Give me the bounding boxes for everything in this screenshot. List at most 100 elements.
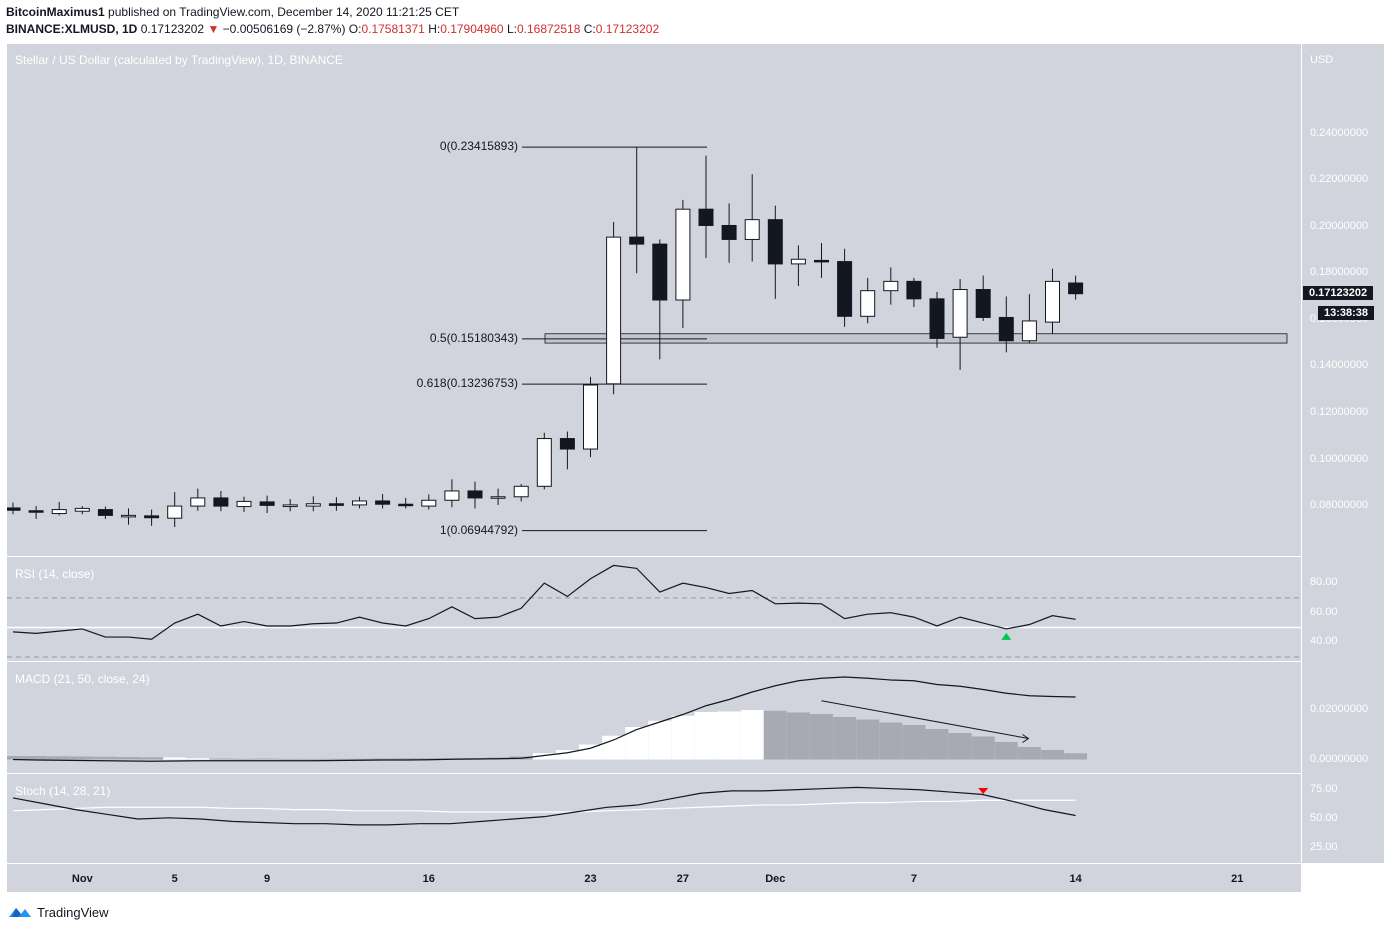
candle-up <box>167 505 183 519</box>
macd-histogram-bar <box>555 750 579 760</box>
fib-level-label: 0(0.23415893) <box>439 139 518 154</box>
macd-histogram-bar <box>717 711 741 760</box>
macd-histogram-bar <box>902 725 926 760</box>
macd-chart[interactable] <box>7 662 1301 773</box>
macd-line <box>12 676 1076 762</box>
price-tick-label: 0.24000000 <box>1310 126 1369 139</box>
stoch-pane[interactable]: Stoch (14, 28, 21) <box>7 774 1301 863</box>
macd-histogram-bar <box>602 735 626 760</box>
candle-down <box>559 438 575 450</box>
candle-up <box>305 503 321 507</box>
candle-up <box>1021 320 1037 342</box>
macd-histogram-bar <box>879 722 903 760</box>
stoch-tick-label: 50.00 <box>1310 812 1338 824</box>
candle-up <box>883 280 899 292</box>
macd-pane[interactable]: MACD (21, 50, close, 24) <box>7 662 1301 773</box>
macd-histogram-bar <box>648 720 672 760</box>
stoch-chart[interactable] <box>7 774 1301 863</box>
candle-up <box>536 438 552 487</box>
macd-histogram-bar <box>371 758 395 760</box>
macd-histogram-bar <box>925 729 949 760</box>
candle-down <box>1068 282 1084 295</box>
fib-level-label: 0.5(0.15180343) <box>429 330 518 345</box>
price-chart[interactable] <box>7 44 1301 556</box>
time-tick-label: 23 <box>584 873 597 885</box>
time-axis[interactable]: Nov 5 9 16 23 27 Dec 7 14 21 <box>7 864 1301 892</box>
price-axis[interactable]: USD 0.24000000 0.22000000 0.20000000 0.1800… <box>1301 44 1384 863</box>
macd-histogram-bar <box>186 758 210 760</box>
candle-down <box>975 289 991 318</box>
candle-up <box>790 258 806 265</box>
macd-histogram-bar <box>70 756 94 760</box>
low-label: L: <box>506 22 517 36</box>
candle-up <box>236 500 252 508</box>
rsi-title: RSI (14, close) <box>15 567 95 581</box>
macd-histogram-bar <box>140 757 164 760</box>
candle-up <box>744 219 760 240</box>
macd-histogram-bar <box>417 758 441 760</box>
candle-down <box>767 219 783 265</box>
time-tick-label: 7 <box>910 873 917 885</box>
price-tick-label: 0.20000000 <box>1310 219 1369 232</box>
candle-down <box>375 500 391 505</box>
time-tick-label: Dec <box>765 873 786 885</box>
macd-tick-label: 0.02000000 <box>1310 702 1369 715</box>
open-label: O: <box>348 22 362 36</box>
stoch-tick-label: 75.00 <box>1310 782 1338 795</box>
candle-down <box>698 208 714 226</box>
close-label: C: <box>583 22 596 36</box>
stoch-d-line <box>12 799 1076 813</box>
price-tick-label: 0.18000000 <box>1310 266 1369 279</box>
author-name[interactable]: BitcoinMaximus1 <box>6 5 105 19</box>
time-tick-label: 5 <box>171 873 178 885</box>
low-value: 0.16872518 <box>516 22 581 36</box>
symbol-name: BINANCE:XLMUSD, 1D <box>6 22 138 36</box>
macd-trend-arrow <box>821 700 1029 739</box>
open-value: 0.17581371 <box>361 22 425 36</box>
macd-histogram-bar <box>625 727 649 760</box>
macd-histogram-bar <box>1041 750 1064 760</box>
candle-down <box>97 509 113 516</box>
macd-histogram-bar <box>1064 753 1088 760</box>
macd-histogram-bar <box>117 757 140 760</box>
macd-histogram-bar <box>278 758 302 760</box>
price-tick-label: 0.22000000 <box>1310 173 1369 186</box>
last-price-badge: 0.17123202 <box>1303 285 1374 300</box>
rsi-chart[interactable] <box>7 557 1301 661</box>
footer-brand[interactable]: TradingView <box>8 902 109 922</box>
macd-histogram-bar <box>810 714 833 760</box>
chart-title: Stellar / US Dollar (calculated by Tradi… <box>15 53 343 67</box>
candle-up <box>952 289 968 338</box>
macd-histogram-bar <box>7 756 25 760</box>
macd-histogram-bar <box>579 744 602 760</box>
candle-up <box>51 509 67 515</box>
candle-up <box>583 384 598 450</box>
time-tick-label: Nov <box>71 873 93 885</box>
candle-down <box>929 298 945 339</box>
price-tick-label: 0.12000000 <box>1310 405 1369 418</box>
tradingview-logo-icon <box>9 908 31 917</box>
brand-name: TradingView <box>37 904 109 920</box>
publish-date: published on TradingView.com, December 1… <box>108 5 460 19</box>
change-arrow-down-icon: ▼ <box>207 22 220 36</box>
stoch-title: Stoch (14, 28, 21) <box>15 784 111 798</box>
rsi-pane[interactable]: RSI (14, close) <box>7 557 1301 661</box>
symbol-legend: BINANCE:XLMUSD, 1D 0.17123202 ▼ −0.00506… <box>6 22 659 36</box>
candle-down <box>398 503 414 507</box>
candle-up <box>282 504 298 508</box>
macd-histogram-bar <box>324 758 348 760</box>
price-pane[interactable]: Stellar / US Dollar (calculated by Tradi… <box>7 44 1301 556</box>
candle-up <box>352 500 367 506</box>
high-value: 0.17904960 <box>440 22 504 36</box>
rsi-up-arrow-icon <box>1001 632 1012 640</box>
stoch-tick-label: 25.00 <box>1310 841 1338 854</box>
candle-down <box>721 224 737 240</box>
candle-down <box>259 501 275 506</box>
candle-up <box>1045 280 1060 323</box>
price-tick-label: 0.08000000 <box>1310 499 1369 512</box>
candle-up <box>675 208 691 301</box>
candle-down <box>7 507 21 511</box>
macd-histogram-bar <box>763 710 787 760</box>
candle-up <box>490 496 506 499</box>
macd-histogram-bar <box>856 719 880 760</box>
